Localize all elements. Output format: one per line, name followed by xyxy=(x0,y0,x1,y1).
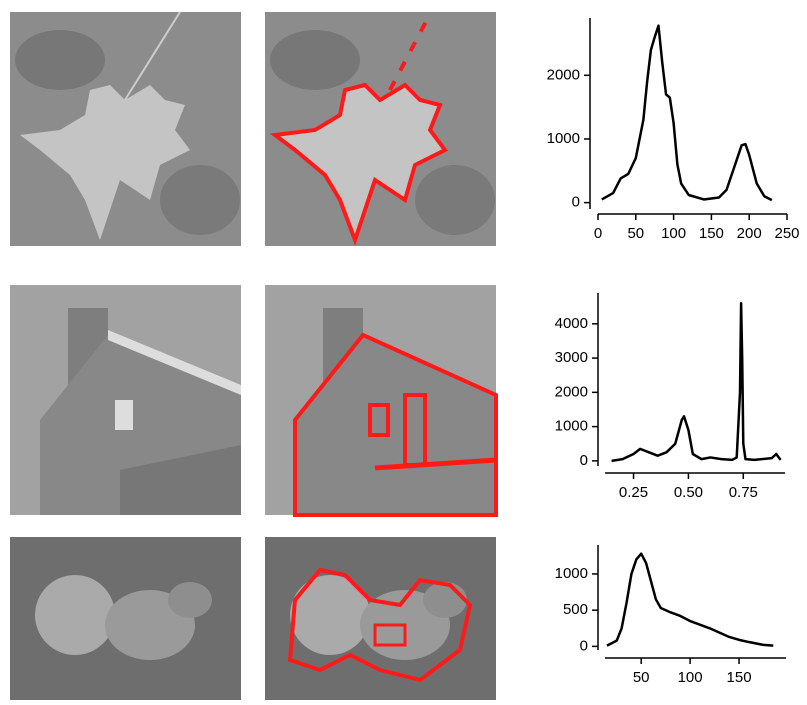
x-tick-label: 100 xyxy=(678,669,703,686)
y-tick-label: 0 xyxy=(572,194,580,211)
squirrel-contour-image xyxy=(265,537,496,700)
y-tick-label: 3000 xyxy=(555,349,588,366)
histogram-line xyxy=(602,26,772,200)
figure: 0100020000501001502002500100020003000400… xyxy=(0,0,807,700)
x-tick-label: 100 xyxy=(661,225,686,242)
x-tick-label: 50 xyxy=(627,225,644,242)
y-tick-label: 0 xyxy=(580,452,588,469)
x-tick-label: 150 xyxy=(699,225,724,242)
y-tick-label: 1000 xyxy=(555,565,588,582)
y-tick-label: 500 xyxy=(563,601,588,618)
y-tick-label: 2000 xyxy=(547,66,580,83)
y-tick-label: 4000 xyxy=(555,315,588,332)
x-tick-label: 0.75 xyxy=(729,484,758,501)
x-tick-label: 150 xyxy=(727,669,752,686)
histogram-line xyxy=(612,303,781,461)
leaf-contour-image xyxy=(265,12,496,246)
x-tick-label: 0 xyxy=(594,225,602,242)
x-tick-label: 0.25 xyxy=(619,484,648,501)
page: 0100020000501001502002500100020003000400… xyxy=(0,0,807,705)
x-tick-label: 50 xyxy=(633,669,650,686)
x-tick-label: 200 xyxy=(737,225,762,242)
x-tick-label: 0.50 xyxy=(674,484,703,501)
house-contour-image xyxy=(265,285,496,515)
leaf-image xyxy=(10,12,241,246)
house-image xyxy=(10,285,241,515)
x-tick-label: 250 xyxy=(774,225,799,242)
y-tick-label: 0 xyxy=(580,637,588,654)
y-tick-label: 1000 xyxy=(547,130,580,147)
y-tick-label: 1000 xyxy=(555,418,588,435)
histogram-line xyxy=(607,554,773,646)
squirrel-image xyxy=(10,537,241,700)
y-tick-label: 2000 xyxy=(555,383,588,400)
